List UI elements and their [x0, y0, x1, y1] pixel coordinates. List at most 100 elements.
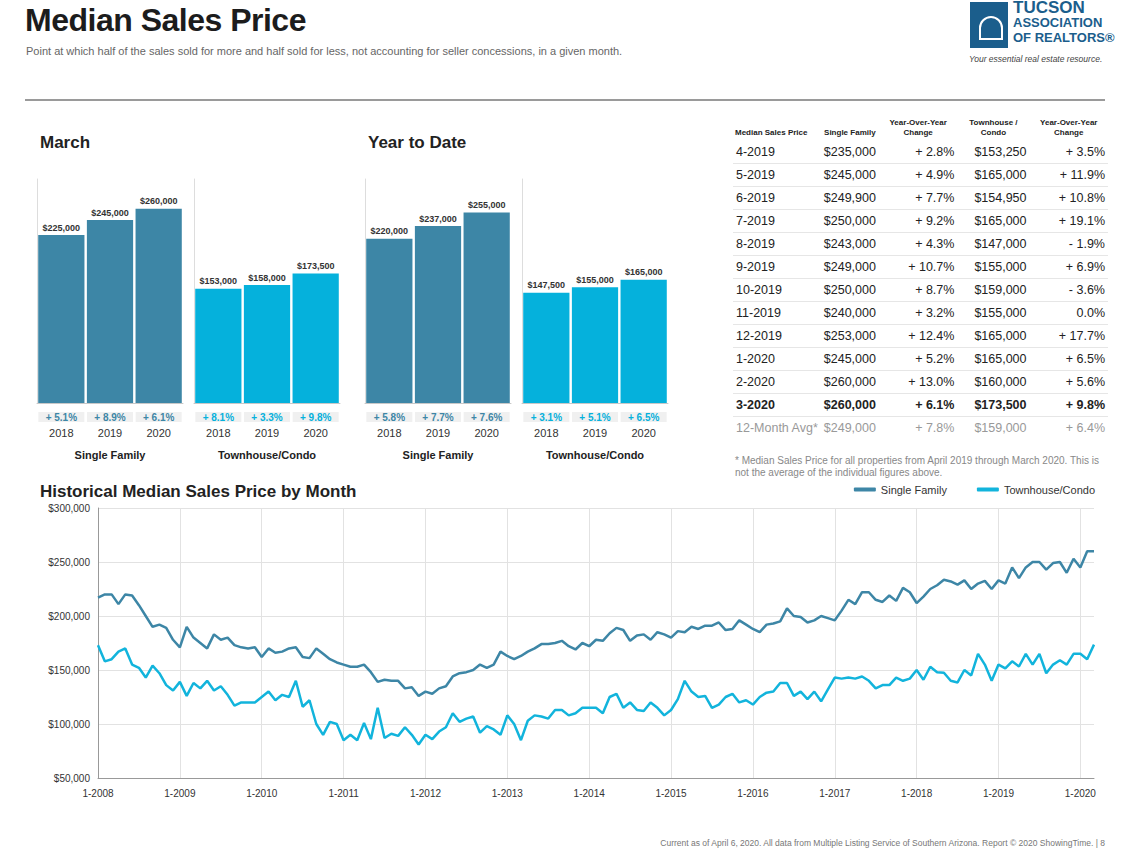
html-text:$243,000: $243,000 [823, 237, 876, 251]
html-text:4-2019: 4-2019 [736, 145, 775, 159]
svg-text:2019: 2019 [98, 427, 122, 439]
svg-text:$200,000: $200,000 [48, 611, 90, 622]
html-text:7-2019: 7-2019 [736, 214, 775, 228]
html-text:$155,000: $155,000 [974, 260, 1027, 274]
svg-text:Single Family: Single Family [881, 484, 948, 496]
html-text:$249,900: $249,900 [823, 191, 876, 205]
svg-text:1-2011: 1-2011 [328, 788, 359, 799]
svg-text:1-2013: 1-2013 [492, 788, 524, 799]
svg-text:$150,000: $150,000 [48, 665, 90, 676]
html-text:+ 9.2%: + 9.2% [915, 214, 955, 228]
svg-text:Single Family: Single Family [403, 449, 475, 461]
html-text:$153,250: $153,250 [974, 145, 1027, 159]
svg-text:$220,000: $220,000 [371, 226, 409, 236]
svg-text:$245,000: $245,000 [91, 208, 129, 218]
svg-text:2019: 2019 [255, 427, 279, 439]
svg-text:+ 6.1%: + 6.1% [143, 412, 175, 423]
html-text:$235,000: $235,000 [823, 145, 876, 159]
svg-text:1-2009: 1-2009 [164, 788, 196, 799]
html-text:+ 10.7%: + 10.7% [908, 260, 955, 274]
svg-text:2018: 2018 [49, 427, 73, 439]
html-text:Year-Over-Year Change: Year-Over-Year Change [1040, 118, 1098, 137]
svg-text:$147,500: $147,500 [528, 280, 566, 290]
svg-text:$158,000: $158,000 [248, 273, 286, 283]
html-text:$165,000: $165,000 [974, 168, 1027, 182]
svg-text:+ 5.1%: + 5.1% [46, 412, 78, 423]
svg-text:Single Family: Single Family [75, 449, 147, 461]
svg-text:Townhouse/Condo: Townhouse/Condo [546, 449, 644, 461]
svg-text:+ 8.9%: + 8.9% [94, 412, 126, 423]
html-text:+ 4.9%: + 4.9% [915, 168, 955, 182]
svg-text:+ 3.1%: + 3.1% [531, 412, 563, 423]
svg-text:+ 6.5%: + 6.5% [628, 412, 660, 423]
svg-text:$237,000: $237,000 [419, 214, 457, 224]
html-text:Median Sales Price: Median Sales Price [25, 2, 306, 38]
svg-text:2018: 2018 [377, 427, 401, 439]
html-text:+ 11.9%: + 11.9% [1059, 168, 1105, 182]
html-text:ASSOCIATION: ASSOCIATION [1013, 15, 1103, 30]
html-text:+ 19.1%: + 19.1% [1058, 214, 1105, 228]
html-text:$245,000: $245,000 [823, 168, 876, 182]
svg-text:1-2014: 1-2014 [574, 788, 606, 799]
html-text:+ 10.8%: + 10.8% [1058, 191, 1105, 205]
html-text:Townhouse / Condo: Townhouse / Condo [969, 118, 1018, 137]
html-text:$154,950: $154,950 [974, 191, 1027, 205]
svg-text:+ 5.1%: + 5.1% [579, 412, 611, 423]
html-text:+ 2.8%: + 2.8% [915, 145, 955, 159]
svg-text:1-2012: 1-2012 [410, 788, 442, 799]
svg-text:$250,000: $250,000 [48, 557, 90, 568]
svg-text:1-2010: 1-2010 [246, 788, 278, 799]
html-text:$147,000: $147,000 [974, 237, 1027, 251]
svg-text:$300,000: $300,000 [48, 503, 90, 514]
svg-text:+ 5.8%: + 5.8% [374, 412, 406, 423]
svg-text:1-2020: 1-2020 [1065, 788, 1097, 799]
svg-text:Year to Date: Year to Date [368, 133, 466, 152]
svg-text:+ 7.6%: + 7.6% [471, 412, 503, 423]
html-text:$165,000: $165,000 [974, 214, 1027, 228]
svg-text:2020: 2020 [146, 427, 170, 439]
svg-text:+ 8.1%: + 8.1% [203, 412, 235, 423]
html-text:9-2019: 9-2019 [736, 260, 775, 274]
html-text:$249,000: $249,000 [823, 260, 876, 274]
svg-text:$155,000: $155,000 [576, 275, 614, 285]
svg-text:2020: 2020 [631, 427, 655, 439]
svg-text:2019: 2019 [583, 427, 607, 439]
svg-text:$173,500: $173,500 [297, 261, 335, 271]
html-text:+ 3.5%: + 3.5% [1065, 145, 1105, 159]
svg-text:1-2016: 1-2016 [737, 788, 769, 799]
svg-text:Historical Median Sales Price: Historical Median Sales Price by Month [40, 482, 356, 501]
svg-text:Townhouse/Condo: Townhouse/Condo [1004, 484, 1095, 496]
html-text:* Median Sales Price for all p: * Median Sales Price for all properties … [735, 455, 1099, 478]
svg-text:1-2015: 1-2015 [655, 788, 687, 799]
svg-text:2018: 2018 [534, 427, 558, 439]
svg-text:2020: 2020 [474, 427, 498, 439]
html-text:Year-Over-Year Change: Year-Over-Year Change [889, 118, 947, 137]
svg-text:1-2018: 1-2018 [901, 788, 933, 799]
svg-text:1-2019: 1-2019 [983, 788, 1015, 799]
html-text:6-2019: 6-2019 [736, 191, 775, 205]
html-text:OF REALTORS®: OF REALTORS® [1013, 30, 1115, 45]
svg-text:$100,000: $100,000 [48, 719, 90, 730]
svg-text:$260,000: $260,000 [140, 196, 178, 206]
svg-text:$50,000: $50,000 [54, 773, 91, 784]
svg-text:2019: 2019 [426, 427, 450, 439]
html-text:$250,000: $250,000 [823, 214, 876, 228]
svg-text:$153,000: $153,000 [200, 276, 238, 286]
html-text:8-2019: 8-2019 [736, 237, 775, 251]
html-text:- 1.9%: - 1.9% [1068, 237, 1105, 251]
svg-text:1-2017: 1-2017 [819, 788, 851, 799]
svg-text:$165,000: $165,000 [625, 267, 663, 277]
html-text:5-2019: 5-2019 [736, 168, 775, 182]
html-text:+ 4.3%: + 4.3% [915, 237, 955, 251]
svg-text:March: March [40, 133, 90, 152]
svg-text:$225,000: $225,000 [43, 223, 81, 233]
svg-text:Townhouse/Condo: Townhouse/Condo [218, 449, 316, 461]
svg-text:1-2008: 1-2008 [82, 788, 114, 799]
svg-text:+ 7.7%: + 7.7% [422, 412, 454, 423]
svg-text:2020: 2020 [303, 427, 327, 439]
svg-text:$255,000: $255,000 [468, 200, 506, 210]
svg-text:+ 9.8%: + 9.8% [300, 412, 332, 423]
svg-text:+ 3.3%: + 3.3% [251, 412, 283, 423]
svg-text:2018: 2018 [206, 427, 230, 439]
html-text:+ 7.7%: + 7.7% [915, 191, 955, 205]
